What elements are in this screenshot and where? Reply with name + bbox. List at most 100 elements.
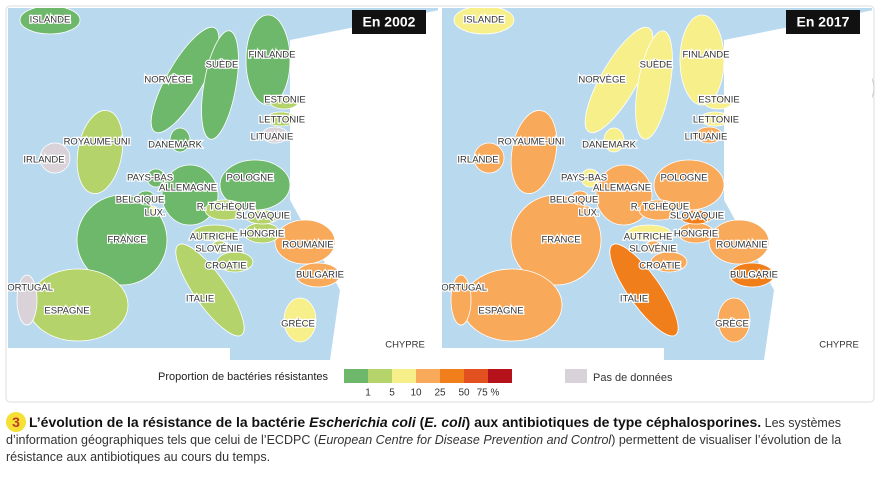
legend-swatch <box>440 369 464 383</box>
year-label: En 2002 <box>363 14 416 30</box>
country <box>283 297 317 343</box>
country <box>595 164 653 226</box>
country <box>635 30 673 140</box>
legend-tick: 10 <box>410 388 422 399</box>
country <box>570 190 590 206</box>
country-label: FINLANDE <box>249 50 296 61</box>
country-label: DANEMARK <box>582 140 637 151</box>
country-label: SLOVAQUIE <box>236 211 290 222</box>
caption-title: L’évolution de la résistance de la bacté… <box>29 414 761 430</box>
country <box>219 159 291 211</box>
country-label: SUÈDE <box>640 60 673 71</box>
country <box>76 110 124 194</box>
country-label: ROUMANIE <box>282 240 333 251</box>
country <box>265 111 297 127</box>
country <box>582 205 592 215</box>
country-label: HONGRIE <box>240 229 284 240</box>
country <box>510 194 602 286</box>
year-badge <box>786 10 860 34</box>
country-label: GRÈCE <box>715 319 749 330</box>
country-label: ROUMANIE <box>716 240 767 251</box>
country <box>150 26 220 134</box>
country-label: PORTUGAL <box>435 283 487 294</box>
country-label: SLOVÉNIE <box>629 244 677 255</box>
country-label: ESTONIE <box>264 95 306 106</box>
country <box>175 243 245 337</box>
legend-tick: 25 <box>434 388 446 399</box>
country <box>708 219 770 265</box>
country-label: PAYS-BAS <box>127 173 173 184</box>
caption-text: Escherichia coli <box>309 414 416 430</box>
country <box>703 94 733 110</box>
legend-swatch <box>464 369 488 383</box>
country <box>717 297 751 343</box>
country <box>76 194 168 286</box>
map-panel: ISLANDE NORVÈGE SUÈDE FINLANDE ESTONIE LETTON… <box>1 8 438 360</box>
no-data-label: Pas de données <box>593 372 673 384</box>
country-label: ALLEMAGNE <box>159 183 217 194</box>
legend-tick: 1 <box>365 388 371 399</box>
country-label: PORTUGAL <box>1 283 53 294</box>
country <box>626 224 672 242</box>
country-label: BELGIQUE <box>116 195 165 206</box>
country <box>269 94 299 110</box>
africa <box>8 348 230 360</box>
legend-swatch <box>416 369 440 383</box>
country-label: BELGIQUE <box>550 195 599 206</box>
caption-text: E. coli <box>424 414 466 430</box>
country-label: LITUANIE <box>685 132 728 143</box>
country-label: ITALIE <box>620 294 648 305</box>
country-label: DANEMARK <box>148 140 203 151</box>
country <box>16 274 38 326</box>
country <box>201 30 239 140</box>
country-label: ROYAUME-UNI <box>64 137 131 148</box>
legend-tick: 50 <box>458 388 470 399</box>
caption-text: ( <box>415 414 425 430</box>
country-label: AUTRICHE <box>624 232 673 243</box>
caption: 3 L’évolution de la résistance de la bact… <box>6 412 878 466</box>
caption-text: Les systèmes d’information géographiques… <box>6 416 842 447</box>
country-label: LETTONIE <box>259 115 305 126</box>
country <box>510 110 558 194</box>
country <box>695 126 723 144</box>
country <box>19 8 81 35</box>
country <box>261 126 289 144</box>
country <box>603 127 625 153</box>
country-label: SLOVAQUIE <box>670 211 724 222</box>
country-label: GRÈCE <box>281 319 315 330</box>
figure-number: 3 <box>6 412 26 432</box>
country <box>216 251 254 273</box>
country-label: NORVÈGE <box>144 75 191 86</box>
country-label: FINLANDE <box>683 50 730 61</box>
country-label: R. TCHÈQUE <box>631 202 689 213</box>
country <box>729 262 775 288</box>
country-label: FRANCE <box>107 235 146 246</box>
country <box>210 240 230 254</box>
year-badge <box>352 10 426 34</box>
country-label: SLOVÉNIE <box>195 244 243 255</box>
other-land <box>290 10 438 360</box>
country-label: IRLANDE <box>457 155 498 166</box>
country-label: POLOGNE <box>227 173 274 184</box>
country-label: AUTRICHE <box>190 232 239 243</box>
other-land <box>724 10 872 360</box>
country-label: ESPAGNE <box>478 306 523 317</box>
country <box>609 243 679 337</box>
country <box>295 262 341 288</box>
country <box>679 209 713 225</box>
caption-text: L’évolution de la résistance de la bacté… <box>29 414 310 430</box>
caption-text: ) aux antibiotiques de type céphalospori… <box>465 414 762 430</box>
country-label: LUX. <box>144 208 165 219</box>
country-label: ESTONIE <box>698 95 740 106</box>
country-label: LETTONIE <box>693 115 739 126</box>
country <box>584 26 654 134</box>
country <box>453 8 515 35</box>
country <box>580 168 600 188</box>
country-label: LUX. <box>578 208 599 219</box>
country <box>650 251 688 273</box>
legend-swatch <box>488 369 512 383</box>
country-label: POLOGNE <box>661 173 708 184</box>
country-label: ALLEMAGNE <box>593 183 651 194</box>
country-label: CROATIE <box>205 261 247 272</box>
